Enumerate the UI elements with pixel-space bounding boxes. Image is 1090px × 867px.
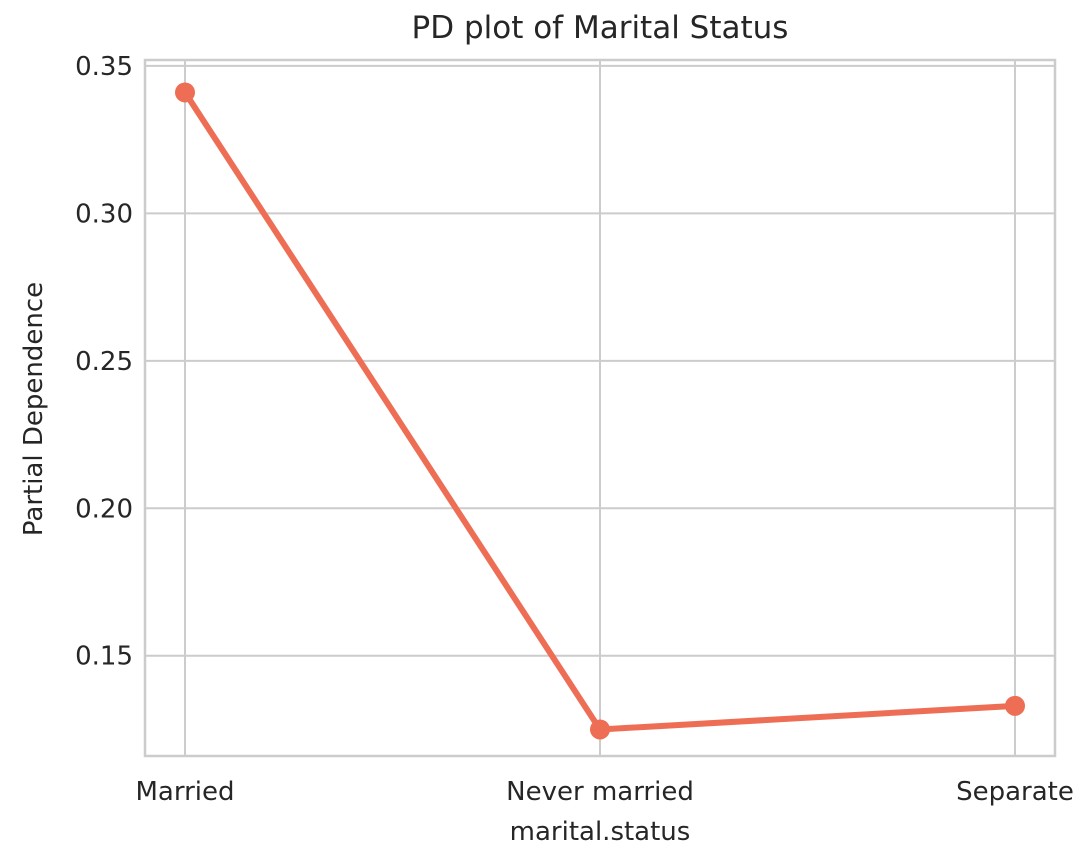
data-point — [1005, 695, 1025, 716]
y-tick-label: 0.35 — [75, 52, 133, 82]
y-axis-label: Partial Dependence — [19, 282, 49, 536]
data-point — [175, 82, 195, 103]
plot-frame — [143, 58, 1057, 758]
grid — [145, 60, 1055, 756]
x-tick-label: Separate — [956, 777, 1074, 807]
y-tick-label: 0.15 — [75, 642, 133, 672]
data-point — [590, 719, 610, 740]
y-tick-label: 0.20 — [75, 494, 133, 524]
x-axis-label: marital.status — [510, 817, 691, 847]
x-tick-label: Never married — [506, 777, 694, 807]
y-tick-label: 0.25 — [75, 347, 133, 377]
x-tick-labels: Married Never married Separate — [135, 777, 1073, 807]
y-tick-labels: 0.15 0.20 0.25 0.30 0.35 — [75, 52, 133, 672]
y-tick-label: 0.30 — [75, 199, 133, 229]
chart-title: PD plot of Marital Status — [412, 10, 789, 46]
x-tick-label: Married — [135, 777, 234, 807]
series-line — [175, 82, 1025, 740]
